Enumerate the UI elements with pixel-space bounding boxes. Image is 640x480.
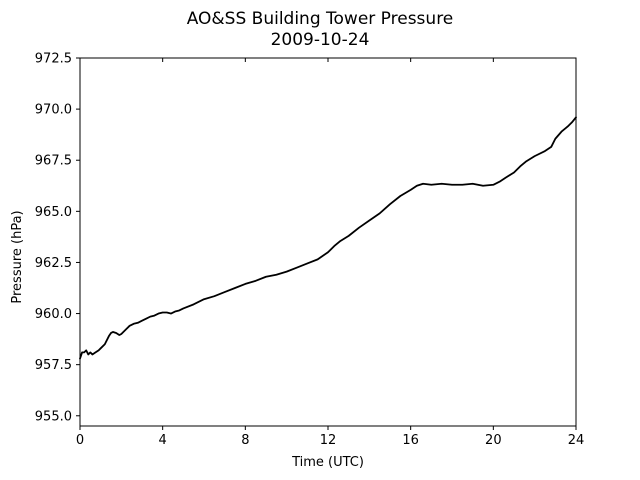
- y-tick-label: 970.0: [35, 103, 72, 118]
- y-axis-label: Pressure (hPa): [10, 210, 25, 303]
- y-tick-label: 960.0: [35, 307, 72, 322]
- y-tick-label: 962.5: [35, 256, 72, 271]
- y-tick-label: 955.0: [35, 409, 72, 424]
- y-tick-label: 965.0: [35, 205, 72, 220]
- x-tick-label: 12: [320, 433, 337, 448]
- chart-title: AO&SS Building Tower Pressure: [187, 9, 454, 29]
- x-tick-label: 4: [159, 433, 167, 448]
- x-tick-label: 24: [568, 433, 585, 448]
- pressure-series-line: [79, 116, 577, 360]
- y-tick-label: 957.5: [35, 358, 72, 373]
- y-tick-label: 972.5: [35, 52, 72, 67]
- x-tick-label: 20: [485, 433, 502, 448]
- x-axis-label: Time (UTC): [291, 455, 364, 470]
- y-axis: 955.0 957.5 960.0 962.5 965.0 967.5 970.0 972.5: [35, 52, 80, 424]
- x-tick-label: 0: [76, 433, 84, 448]
- x-tick-label: 16: [402, 433, 419, 448]
- x-tick-label: 8: [241, 433, 249, 448]
- chart-subtitle: 2009-10-24: [271, 30, 370, 50]
- x-axis: 0 4 8 12 16 20 24: [76, 58, 584, 448]
- y-tick-label: 967.5: [35, 154, 72, 169]
